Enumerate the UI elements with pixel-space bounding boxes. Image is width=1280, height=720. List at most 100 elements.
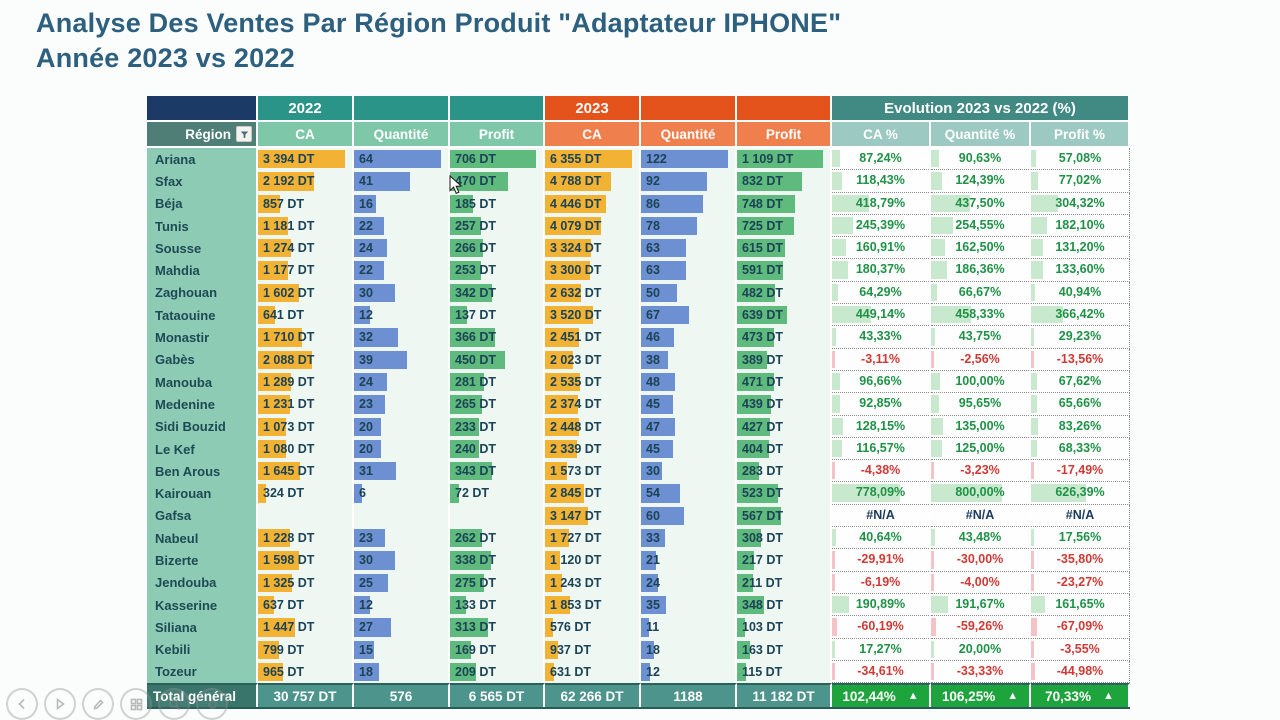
cell-siliana-qty-2022[interactable]: 27 <box>354 616 450 639</box>
header-ca-2023[interactable]: CA <box>545 122 641 148</box>
cell-sidi-bouzid-profit-pct[interactable]: 83,26% <box>1031 415 1130 438</box>
region-cell-sousse[interactable]: Sousse <box>147 237 258 260</box>
cell-monastir-qty-pct[interactable]: 43,75% <box>931 326 1031 349</box>
cell-sidi-bouzid-ca-2023[interactable]: 2 448 DT <box>545 415 641 438</box>
cell-nabeul-profit-2022[interactable]: 262 DT <box>450 527 545 550</box>
cell-sidi-bouzid-ca-2022[interactable]: 1 073 DT <box>258 415 354 438</box>
cell-sfax-qty-pct[interactable]: 124,39% <box>931 170 1031 193</box>
total-profit-pct[interactable]: 70,33% ▲ <box>1031 683 1130 708</box>
cell-kairouan-qty-pct[interactable]: 800,00% <box>931 482 1031 505</box>
cell-kebili-qty-2022[interactable]: 15 <box>354 638 450 661</box>
total-qty-pct[interactable]: 106,25% ▲ <box>931 683 1031 708</box>
cell-kebili-ca-2023[interactable]: 937 DT <box>545 638 641 661</box>
cell-monastir-ca-pct[interactable]: 43,33% <box>832 326 931 349</box>
cell-ariana-qty-2022[interactable]: 64 <box>354 148 450 171</box>
cell-mahdia-ca-2022[interactable]: 1 177 DT <box>258 259 354 282</box>
header-qty-pct[interactable]: Quantité % <box>931 122 1031 148</box>
cell-kasserine-qty-2022[interactable]: 12 <box>354 593 450 617</box>
header-profit-2023[interactable]: Profit <box>737 122 832 148</box>
cell-siliana-ca-pct[interactable]: -60,19% <box>832 616 931 639</box>
cell-manouba-qty-pct[interactable]: 100,00% <box>931 370 1031 394</box>
region-cell-gabès[interactable]: Gabès <box>147 348 258 371</box>
cell-sousse-ca-pct[interactable]: 160,91% <box>832 237 931 260</box>
cell-sidi-bouzid-profit-2022[interactable]: 233 DT <box>450 415 545 438</box>
cell-kasserine-profit-2023[interactable]: 348 DT <box>737 593 832 617</box>
total-qty-2022[interactable]: 576 <box>354 683 450 708</box>
cell-sidi-bouzid-qty-2023[interactable]: 47 <box>641 415 737 438</box>
cell-mahdia-ca-pct[interactable]: 180,37% <box>832 259 931 282</box>
cell-sfax-qty-2022[interactable]: 41 <box>354 170 450 193</box>
cell-ariana-profit-pct[interactable]: 57,08% <box>1031 148 1130 171</box>
cell-béja-qty-2022[interactable]: 16 <box>354 192 450 215</box>
cell-gafsa-profit-2023[interactable]: 567 DT <box>737 504 832 528</box>
evolution-banner[interactable]: Evolution 2023 vs 2022 (%) <box>832 96 1130 122</box>
cell-mahdia-profit-2023[interactable]: 591 DT <box>737 259 832 282</box>
cell-manouba-ca-pct[interactable]: 96,66% <box>832 370 931 394</box>
total-ca-2022[interactable]: 30 757 DT <box>258 683 354 708</box>
cell-siliana-profit-2023[interactable]: 103 DT <box>737 616 832 639</box>
zoom-button[interactable] <box>158 688 190 720</box>
cell-tataouine-qty-pct[interactable]: 458,33% <box>931 304 1031 327</box>
cell-le-kef-ca-2023[interactable]: 2 339 DT <box>545 437 641 461</box>
cell-zaghouan-qty-2022[interactable]: 30 <box>354 281 450 305</box>
cell-kebili-qty-2023[interactable]: 18 <box>641 638 737 661</box>
cell-jendouba-ca-2023[interactable]: 1 243 DT <box>545 571 641 594</box>
cell-jendouba-profit-pct[interactable]: -23,27% <box>1031 571 1130 594</box>
cell-zaghouan-profit-pct[interactable]: 40,94% <box>1031 281 1130 305</box>
cell-tataouine-qty-2023[interactable]: 67 <box>641 304 737 327</box>
cell-tozeur-ca-2022[interactable]: 965 DT <box>258 660 354 684</box>
total-profit-2022[interactable]: 6 565 DT <box>450 683 545 708</box>
region-cell-sidi-bouzid[interactable]: Sidi Bouzid <box>147 415 258 438</box>
cell-jendouba-ca-pct[interactable]: -6,19% <box>832 571 931 594</box>
cell-manouba-ca-2022[interactable]: 1 289 DT <box>258 370 354 394</box>
cell-nabeul-qty-2023[interactable]: 33 <box>641 527 737 550</box>
cell-tunis-profit-pct[interactable]: 182,10% <box>1031 214 1130 238</box>
cell-nabeul-profit-pct[interactable]: 17,56% <box>1031 527 1130 550</box>
cell-tunis-qty-2022[interactable]: 22 <box>354 214 450 238</box>
cell-tozeur-ca-pct[interactable]: -34,61% <box>832 660 931 684</box>
cell-kairouan-qty-2022[interactable]: 6 <box>354 482 450 505</box>
cell-kebili-ca-2022[interactable]: 799 DT <box>258 638 354 661</box>
cell-kebili-profit-pct[interactable]: -3,55% <box>1031 638 1130 661</box>
cell-le-kef-qty-2023[interactable]: 45 <box>641 437 737 461</box>
region-cell-gafsa[interactable]: Gafsa <box>147 504 258 528</box>
region-column-header[interactable]: Région <box>147 122 258 148</box>
cell-gafsa-qty-2023[interactable]: 60 <box>641 504 737 528</box>
cell-kairouan-profit-pct[interactable]: 626,39% <box>1031 482 1130 505</box>
cell-manouba-qty-2022[interactable]: 24 <box>354 370 450 394</box>
cell-sousse-qty-2022[interactable]: 24 <box>354 237 450 260</box>
total-ca-pct[interactable]: 102,44% ▲ <box>832 683 931 708</box>
region-cell-jendouba[interactable]: Jendouba <box>147 571 258 594</box>
cell-manouba-profit-pct[interactable]: 67,62% <box>1031 370 1130 394</box>
region-cell-sfax[interactable]: Sfax <box>147 170 258 193</box>
cell-medenine-ca-2022[interactable]: 1 231 DT <box>258 393 354 416</box>
cell-mahdia-qty-2022[interactable]: 22 <box>354 259 450 282</box>
cell-sousse-ca-2022[interactable]: 1 274 DT <box>258 237 354 260</box>
cell-monastir-profit-pct[interactable]: 29,23% <box>1031 326 1130 349</box>
cell-tunis-profit-2022[interactable]: 257 DT <box>450 214 545 238</box>
cell-siliana-profit-2022[interactable]: 313 DT <box>450 616 545 639</box>
cell-mahdia-profit-2022[interactable]: 253 DT <box>450 259 545 282</box>
cell-tunis-ca-pct[interactable]: 245,39% <box>832 214 931 238</box>
cell-sousse-profit-2023[interactable]: 615 DT <box>737 237 832 260</box>
cell-zaghouan-ca-2023[interactable]: 2 632 DT <box>545 281 641 305</box>
cell-kebili-qty-pct[interactable]: 20,00% <box>931 638 1031 661</box>
cell-mahdia-ca-2023[interactable]: 3 300 DT <box>545 259 641 282</box>
cell-ben-arous-ca-2022[interactable]: 1 645 DT <box>258 460 354 483</box>
cell-ben-arous-profit-2023[interactable]: 283 DT <box>737 460 832 483</box>
cell-siliana-profit-pct[interactable]: -67,09% <box>1031 616 1130 639</box>
back-button[interactable] <box>6 688 38 720</box>
cell-tozeur-profit-pct[interactable]: -44,98% <box>1031 660 1130 684</box>
year-2022-banner-fill2[interactable] <box>450 96 545 122</box>
cell-tataouine-ca-2022[interactable]: 641 DT <box>258 304 354 327</box>
cell-tataouine-qty-2022[interactable]: 12 <box>354 304 450 327</box>
cell-ariana-profit-2022[interactable]: 706 DT <box>450 148 545 171</box>
region-cell-ben-arous[interactable]: Ben Arous <box>147 460 258 483</box>
cell-béja-qty-pct[interactable]: 437,50% <box>931 192 1031 215</box>
cell-ariana-ca-pct[interactable]: 87,24% <box>832 148 931 171</box>
cell-manouba-ca-2023[interactable]: 2 535 DT <box>545 370 641 394</box>
cell-monastir-qty-2022[interactable]: 32 <box>354 326 450 349</box>
cell-tunis-qty-2023[interactable]: 78 <box>641 214 737 238</box>
cell-sousse-qty-pct[interactable]: 162,50% <box>931 237 1031 260</box>
region-cell-kairouan[interactable]: Kairouan <box>147 482 258 505</box>
